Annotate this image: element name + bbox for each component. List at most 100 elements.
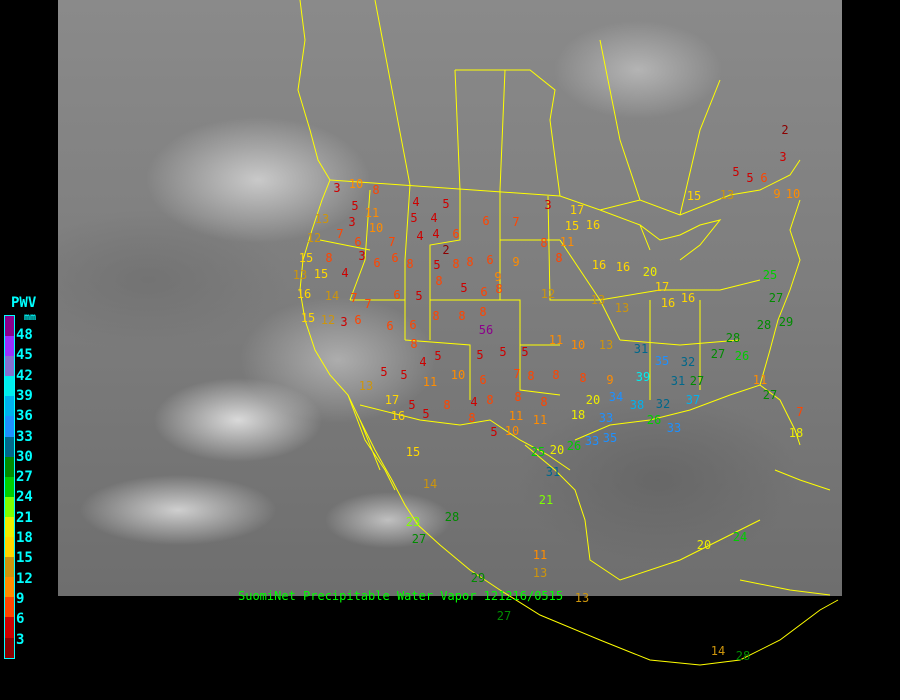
legend-swatch: [5, 436, 14, 457]
station-pwv-value: 8: [540, 236, 548, 250]
station-pwv-value: 3: [544, 198, 552, 212]
baja: [347, 394, 396, 491]
station-pwv-value: 16: [296, 287, 312, 301]
pwv-color-scale: [4, 315, 15, 659]
station-pwv-value: 2: [781, 123, 789, 137]
station-pwv-value: 26: [566, 439, 582, 453]
station-pwv-value: 5: [410, 211, 418, 225]
station-pwv-value: 7: [388, 235, 396, 249]
station-pwv-value: 20: [549, 443, 565, 457]
station-pwv-value: 33: [584, 434, 600, 448]
station-pwv-value: 5: [732, 165, 740, 179]
station-pwv-value: 29: [778, 315, 794, 329]
station-pwv-value: 33: [666, 421, 682, 435]
station-pwv-value: 26: [646, 413, 662, 427]
station-pwv-value: 6: [354, 235, 362, 249]
station-pwv-value: 5: [422, 407, 430, 421]
station-pwv-value: 12: [540, 287, 556, 301]
station-pwv-value: 12: [306, 231, 322, 245]
legend-swatch: [5, 476, 14, 497]
station-pwv-value: 5: [490, 425, 498, 439]
station-pwv-value: 3: [333, 181, 341, 195]
station-pwv-value: 6: [354, 313, 362, 327]
station-pwv-value: 5: [746, 171, 754, 185]
station-pwv-value: 8: [579, 371, 587, 385]
station-pwv-value: 29: [470, 571, 486, 585]
legend-swatch: [5, 516, 14, 538]
state-lines: [319, 184, 761, 400]
station-pwv-value: 5: [442, 197, 450, 211]
station-pwv-value: 14: [710, 644, 726, 658]
station-pwv-value: 8: [479, 305, 487, 319]
station-pwv-value: 5: [408, 398, 416, 412]
station-pwv-value: 13: [614, 301, 630, 315]
station-pwv-value: 6: [452, 227, 460, 241]
station-pwv-value: 3: [340, 315, 348, 329]
station-pwv-value: 6: [482, 214, 490, 228]
legend-tick-label: 39: [16, 387, 33, 404]
station-pwv-value: 5: [400, 368, 408, 382]
station-pwv-value: 28: [756, 318, 772, 332]
legend-swatch: [5, 597, 14, 618]
station-pwv-value: 15: [300, 311, 316, 325]
station-pwv-value: 11: [548, 333, 564, 347]
station-pwv-value: 27: [710, 347, 726, 361]
station-pwv-value: 13: [292, 268, 308, 282]
station-pwv-value: 32: [655, 397, 671, 411]
us-mexico-border: [359, 404, 571, 471]
legend-swatch: [5, 557, 14, 578]
station-pwv-value: 32: [680, 355, 696, 369]
station-pwv-value: 15: [564, 219, 580, 233]
station-pwv-value: 8: [466, 255, 474, 269]
legend-tick-label: 30: [16, 448, 33, 465]
station-pwv-value: 24: [732, 530, 748, 544]
station-pwv-value: 21: [538, 493, 554, 507]
station-pwv-value: 14: [324, 289, 340, 303]
station-pwv-value: 13: [532, 566, 548, 580]
station-pwv-value: 27: [768, 291, 784, 305]
station-pwv-value: 6: [393, 288, 401, 302]
legend-swatch: [5, 617, 14, 638]
station-pwv-value: 17: [384, 393, 400, 407]
station-pwv-value: 13: [719, 188, 735, 202]
station-pwv-value: 7: [336, 227, 344, 241]
station-pwv-value: 8: [514, 390, 522, 404]
station-pwv-value: 9: [494, 270, 502, 284]
legend-tick-label: 18: [16, 530, 33, 546]
station-pwv-value: 8: [452, 257, 460, 271]
station-pwv-value: 9: [606, 373, 614, 387]
station-pwv-value: 5: [415, 289, 423, 303]
legend-tick-label: 15: [16, 550, 33, 567]
station-pwv-value: 8: [435, 274, 443, 288]
station-pwv-value: 16: [390, 409, 406, 423]
map-caption: SuomiNet Precipitable Water Vapor 121216…: [238, 589, 564, 603]
station-pwv-value: 7: [364, 297, 372, 311]
legend-swatch: [5, 336, 14, 357]
station-pwv-value: 11: [364, 206, 380, 220]
legend-tick-label: 21: [16, 509, 33, 526]
station-pwv-value: 6: [486, 253, 494, 267]
station-pwv-value: 6: [479, 373, 487, 387]
station-pwv-value: 26: [734, 349, 750, 363]
station-pwv-value: 10: [570, 338, 586, 352]
station-pwv-value: 8: [555, 251, 563, 265]
station-pwv-value: 5: [380, 365, 388, 379]
station-pwv-value: 5: [433, 258, 441, 272]
station-pwv-value: 20: [642, 265, 658, 279]
station-pwv-value: 5: [460, 281, 468, 295]
station-pwv-value: 31: [633, 342, 649, 356]
legend-swatch: [5, 637, 14, 658]
station-pwv-value: 13: [358, 379, 374, 393]
station-pwv-value: 9: [512, 255, 520, 269]
legend-swatch: [5, 356, 14, 377]
legend-title: PWV: [11, 295, 37, 311]
station-pwv-value: 28: [444, 510, 460, 524]
station-pwv-value: 6: [409, 318, 417, 332]
station-pwv-value: 4: [470, 395, 478, 409]
station-pwv-value: 8: [458, 309, 466, 323]
legend-tick-label: 24: [16, 489, 33, 506]
station-pwv-value: 23: [405, 515, 421, 529]
station-pwv-value: 8: [468, 411, 476, 425]
station-pwv-value: 15: [298, 251, 314, 265]
